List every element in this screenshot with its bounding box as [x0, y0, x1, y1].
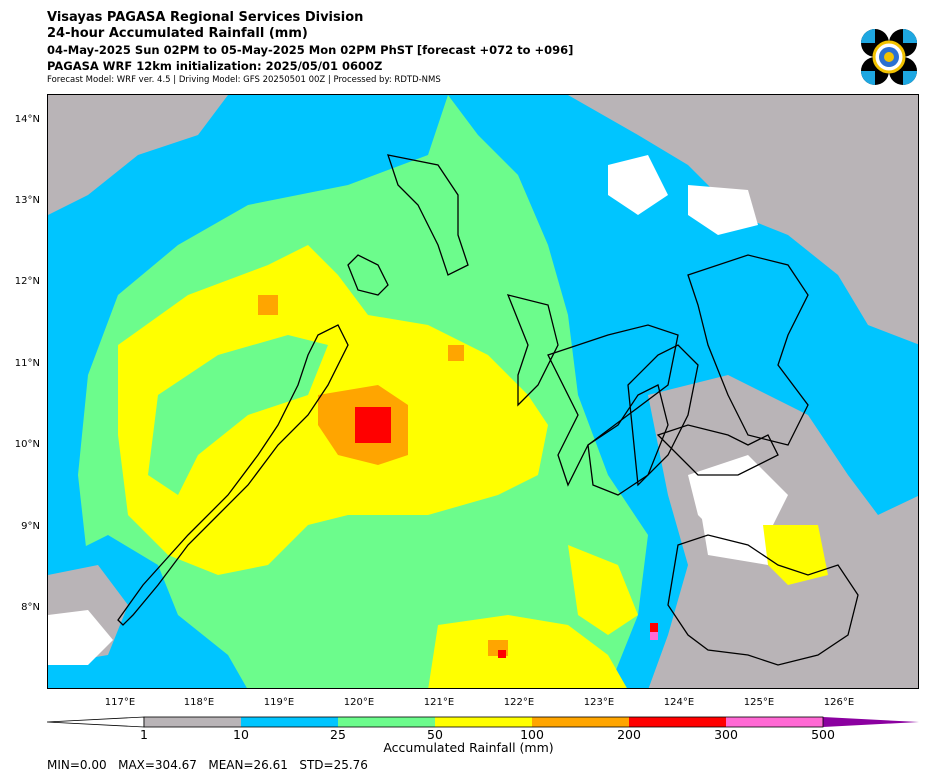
colorbar-segment	[241, 717, 338, 727]
colorbar-segment	[629, 717, 726, 727]
lat-label: 12°N	[14, 276, 40, 287]
colorbar-segment	[144, 717, 241, 727]
pagasa-logo-icon	[861, 29, 917, 85]
colorbar-tick: 25	[330, 727, 346, 742]
colorbar-tick: 300	[714, 727, 738, 742]
colorbar-tick: 1	[140, 727, 148, 742]
lon-label: 117°E	[104, 697, 136, 708]
model-initialization: PAGASA WRF 12km initialization: 2025/05/…	[47, 59, 383, 73]
colorbar-tick: 100	[520, 727, 544, 742]
lat-label: 8°N	[21, 602, 40, 613]
colorbar-segment	[823, 717, 919, 727]
lat-label: 9°N	[21, 521, 40, 532]
lon-label: 122°E	[503, 697, 535, 708]
colorbar-segment	[435, 717, 532, 727]
lon-label: 121°E	[423, 697, 455, 708]
colorbar-segment	[726, 717, 823, 727]
lon-label: 119°E	[263, 697, 295, 708]
colorbar-title: Accumulated Rainfall (mm)	[383, 740, 554, 755]
colorbar-segment	[532, 717, 629, 727]
lon-label: 118°E	[183, 697, 215, 708]
map-title: Visayas PAGASA Regional Services Divisio…	[47, 10, 364, 25]
colorbar-tick: 10	[233, 727, 249, 742]
lat-label: 11°N	[14, 358, 40, 369]
rainfall-statistics: MIN=0.00 MAX=304.67 MEAN=26.61 STD=25.76	[47, 758, 368, 772]
colorbar-tick: 500	[811, 727, 835, 742]
lat-label: 14°N	[14, 114, 40, 125]
model-credits: Forecast Model: WRF ver. 4.5 | Driving M…	[47, 75, 441, 85]
lon-label: 120°E	[343, 697, 375, 708]
rainfall-map[interactable]	[47, 94, 919, 689]
colorbar-tick: 50	[427, 727, 443, 742]
lon-label: 123°E	[583, 697, 615, 708]
lon-label: 126°E	[823, 697, 855, 708]
colorbar	[47, 716, 919, 728]
map-subtitle: 24-hour Accumulated Rainfall (mm)	[47, 26, 308, 41]
colorbar-tick: 200	[617, 727, 641, 742]
lat-label: 13°N	[14, 195, 40, 206]
colorbar-segment	[47, 716, 145, 728]
colorbar-segment	[338, 717, 435, 727]
lat-label: 10°N	[14, 439, 40, 450]
forecast-period: 04-May-2025 Sun 02PM to 05-May-2025 Mon …	[47, 43, 574, 57]
lon-label: 125°E	[743, 697, 775, 708]
lon-label: 124°E	[663, 697, 695, 708]
